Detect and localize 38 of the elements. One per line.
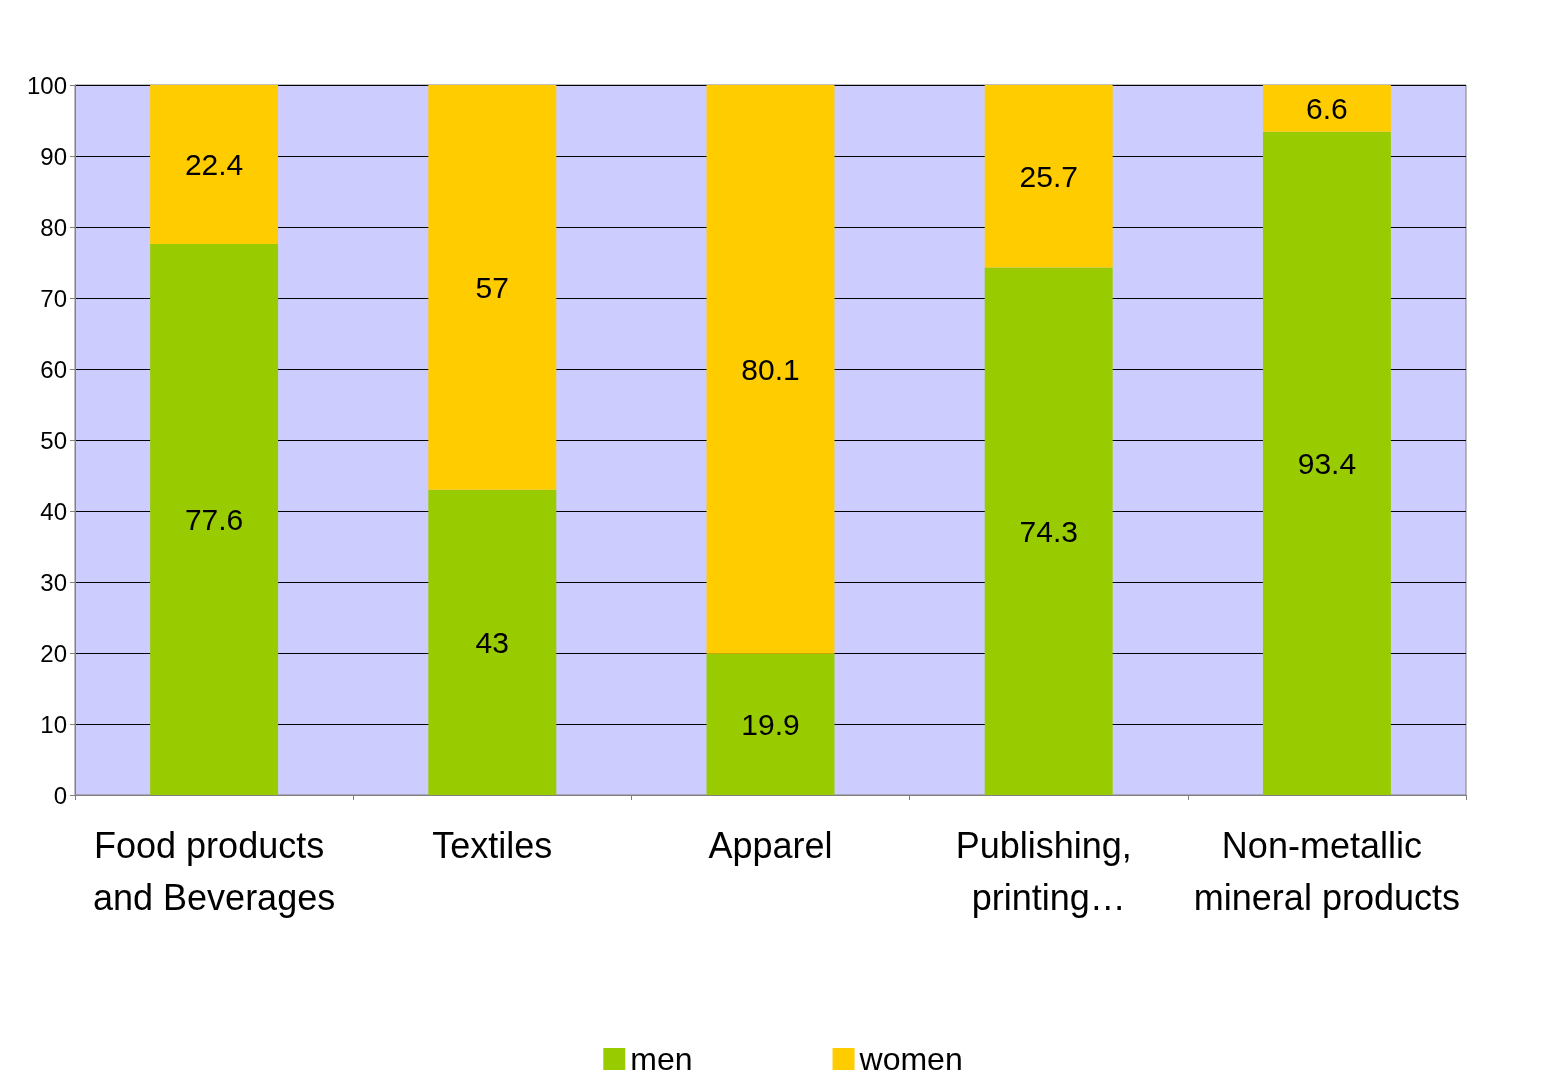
legend-label: men — [630, 1041, 693, 1077]
data-label: 19.9 — [741, 707, 800, 741]
x-tick-label: Publishing, printing… — [955, 824, 1142, 918]
bar — [1262, 85, 1391, 132]
bar — [428, 489, 557, 795]
data-label: 57 — [475, 270, 509, 304]
bar — [706, 653, 835, 795]
data-label: 80.1 — [741, 352, 800, 386]
data-label: 43 — [475, 625, 509, 659]
bar — [150, 244, 279, 795]
y-tick-label: 60 — [40, 355, 67, 383]
data-label: 93.4 — [1297, 446, 1357, 480]
bar — [428, 85, 557, 490]
y-tick-label: 20 — [40, 639, 67, 667]
y-tick-label: 0 — [53, 781, 67, 809]
bar — [984, 267, 1113, 795]
y-tick-label: 90 — [40, 142, 67, 170]
data-label: 77.6 — [184, 503, 244, 537]
y-tick-label: 30 — [40, 568, 67, 596]
x-tick-label: Non-metallic mineral products — [1193, 824, 1460, 918]
y-tick-label: 10 — [40, 710, 67, 738]
bar — [984, 85, 1113, 268]
y-tick-label: 50 — [40, 426, 67, 454]
data-label: 25.7 — [1019, 159, 1078, 193]
bar — [706, 85, 835, 654]
x-tick-label: Apparel — [708, 824, 833, 866]
data-label: 6.6 — [1306, 91, 1348, 125]
x-tick-label: Textiles — [432, 824, 553, 866]
y-tick-label: 40 — [40, 497, 67, 525]
y-tick-label: 70 — [40, 284, 67, 312]
y-tick-label: 80 — [40, 213, 67, 241]
x-tick-label: Food products and Beverages — [93, 824, 336, 918]
y-tick-label: 100 — [26, 71, 67, 99]
legend-label: women — [858, 1041, 963, 1077]
data-label: 22.4 — [184, 148, 244, 182]
data-label: 74.3 — [1019, 514, 1078, 548]
bar — [150, 85, 279, 245]
bar — [1262, 131, 1391, 795]
